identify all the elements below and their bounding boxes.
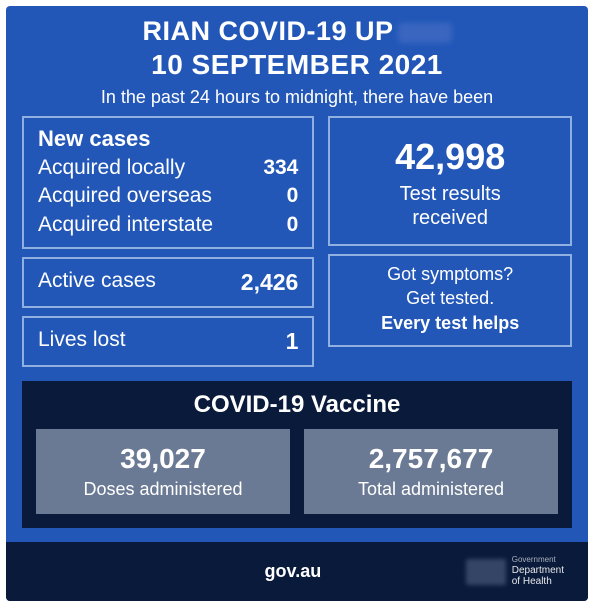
lives-lost-value: 1 bbox=[286, 326, 299, 357]
vaccine-box-doses: 39,027 Doses administered bbox=[36, 429, 290, 514]
header: RIAN COVID-19 UP 10 SEPTEMBER 2021 In th… bbox=[6, 6, 588, 116]
vaccine-box-total: 2,757,677 Total administered bbox=[304, 429, 558, 514]
lives-lost-label: Lives lost bbox=[38, 326, 126, 357]
case-row: Acquired overseas 0 bbox=[38, 182, 298, 210]
new-cases-title: New cases bbox=[38, 126, 298, 152]
footer-department: Government Department of Health bbox=[466, 556, 564, 587]
case-value: 0 bbox=[287, 182, 299, 210]
gov-logo-blur bbox=[466, 559, 506, 585]
symptoms-line2: Get tested. bbox=[340, 286, 560, 310]
vaccine-grid: 39,027 Doses administered 2,757,677 Tota… bbox=[36, 429, 558, 514]
symptoms-panel: Got symptoms? Get tested. Every test hel… bbox=[328, 254, 572, 347]
case-label: Acquired overseas bbox=[38, 182, 212, 210]
title-date: 10 SEPTEMBER 2021 bbox=[22, 49, 572, 81]
case-label: Acquired locally bbox=[38, 154, 185, 182]
subtitle: In the past 24 hours to midnight, there … bbox=[22, 87, 572, 108]
vaccine-doses-label: Doses administered bbox=[44, 479, 282, 500]
vaccine-doses-number: 39,027 bbox=[44, 443, 282, 475]
blurred-segment bbox=[398, 23, 452, 43]
new-cases-panel: New cases Acquired locally 334 Acquired … bbox=[22, 116, 314, 249]
lives-lost-panel: Lives lost 1 bbox=[22, 316, 314, 367]
footer: gov.au Government Department of Health bbox=[6, 542, 588, 601]
tests-label-2: received bbox=[340, 206, 560, 230]
footer-url: gov.au bbox=[120, 561, 466, 582]
main-grid: New cases Acquired locally 334 Acquired … bbox=[6, 116, 588, 367]
case-row: Acquired locally 334 bbox=[38, 154, 298, 182]
active-cases-value: 2,426 bbox=[241, 267, 299, 298]
left-column: New cases Acquired locally 334 Acquired … bbox=[22, 116, 314, 367]
active-cases-label: Active cases bbox=[38, 267, 156, 298]
gov-label: Government bbox=[512, 556, 564, 565]
covid-update-card: RIAN COVID-19 UP 10 SEPTEMBER 2021 In th… bbox=[6, 6, 588, 601]
vaccine-section: COVID-19 Vaccine 39,027 Doses administer… bbox=[22, 381, 572, 528]
tests-number: 42,998 bbox=[340, 136, 560, 178]
case-row: Acquired interstate 0 bbox=[38, 211, 298, 239]
symptoms-line1: Got symptoms? bbox=[340, 262, 560, 286]
vaccine-total-label: Total administered bbox=[312, 479, 550, 500]
vaccine-total-number: 2,757,677 bbox=[312, 443, 550, 475]
tests-label-1: Test results bbox=[340, 182, 560, 206]
symptoms-line3: Every test helps bbox=[340, 311, 560, 335]
tests-panel: 42,998 Test results received bbox=[328, 116, 572, 246]
vaccine-title: COVID-19 Vaccine bbox=[36, 391, 558, 419]
case-value: 334 bbox=[263, 154, 298, 182]
title-line1: RIAN COVID-19 UP bbox=[22, 16, 572, 47]
case-value: 0 bbox=[287, 211, 299, 239]
right-column: 42,998 Test results received Got symptom… bbox=[328, 116, 572, 367]
dept-line2: of Health bbox=[512, 576, 564, 587]
active-cases-panel: Active cases 2,426 bbox=[22, 257, 314, 308]
dept-line1: Department bbox=[512, 565, 564, 576]
case-label: Acquired interstate bbox=[38, 211, 213, 239]
